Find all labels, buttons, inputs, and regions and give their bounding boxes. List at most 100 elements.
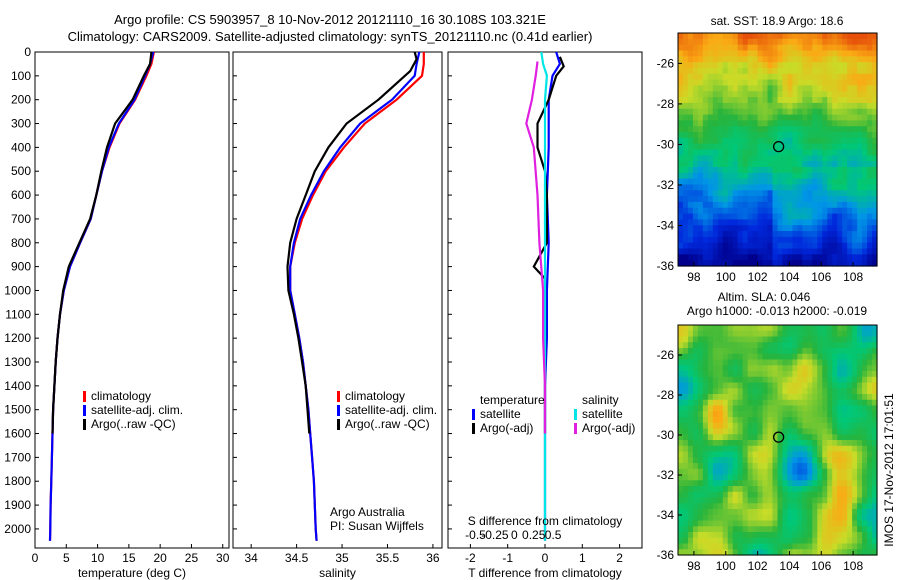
map-cell bbox=[757, 526, 764, 533]
map-cell bbox=[737, 231, 744, 238]
map-cell bbox=[797, 382, 803, 389]
map-cell bbox=[802, 509, 808, 516]
map-cell bbox=[812, 149, 818, 156]
map-cell bbox=[802, 497, 808, 504]
map-cell bbox=[717, 330, 724, 338]
map-cell bbox=[832, 457, 838, 464]
map-cell bbox=[807, 213, 813, 220]
map-cell bbox=[772, 85, 779, 92]
map-cell bbox=[827, 336, 833, 343]
map-cell bbox=[822, 236, 828, 244]
map-cell bbox=[722, 219, 729, 226]
map-cell bbox=[847, 97, 853, 104]
map-cell bbox=[702, 137, 709, 145]
map-cell bbox=[757, 543, 764, 550]
map-cell bbox=[837, 254, 843, 261]
map-cell bbox=[722, 102, 729, 110]
map-cell bbox=[742, 254, 749, 261]
map-cell bbox=[682, 207, 689, 215]
map-cell bbox=[862, 236, 868, 244]
map-cell bbox=[797, 50, 803, 57]
map-cell bbox=[827, 365, 833, 372]
map-cell bbox=[707, 201, 714, 209]
map-cell bbox=[712, 474, 719, 481]
map-cell bbox=[682, 451, 689, 458]
map-cell bbox=[797, 480, 803, 487]
map-cell bbox=[722, 38, 729, 46]
map-cell bbox=[807, 336, 813, 343]
map-cell bbox=[822, 155, 828, 162]
map-cell bbox=[797, 371, 803, 378]
map-cell bbox=[727, 353, 734, 361]
map-cell bbox=[707, 213, 714, 220]
map-cell bbox=[812, 44, 818, 52]
map-cell bbox=[817, 474, 823, 481]
map-cell bbox=[762, 451, 769, 458]
map-cell bbox=[742, 348, 749, 355]
map-cell bbox=[702, 190, 709, 197]
map-cell bbox=[692, 201, 699, 209]
map-cell bbox=[777, 330, 784, 338]
map-cell bbox=[752, 394, 759, 401]
map-cell bbox=[817, 91, 823, 98]
map-cell bbox=[792, 353, 798, 361]
map-cell bbox=[732, 38, 739, 46]
map-cell bbox=[742, 440, 749, 447]
map-cell bbox=[767, 50, 774, 57]
map-cell bbox=[782, 132, 789, 139]
map-cell bbox=[842, 184, 848, 191]
map-cell bbox=[827, 388, 833, 395]
map-cell bbox=[747, 102, 754, 110]
map-cell bbox=[767, 102, 774, 110]
map-cell bbox=[812, 330, 818, 338]
map-cell bbox=[767, 474, 774, 481]
map-cell bbox=[787, 67, 794, 75]
map-cell bbox=[757, 434, 764, 441]
map-cell bbox=[827, 242, 833, 250]
map-cell bbox=[857, 509, 863, 516]
map-cell bbox=[707, 196, 714, 203]
map-cell bbox=[797, 486, 803, 493]
map-cell bbox=[717, 91, 724, 98]
map-cell bbox=[777, 225, 784, 232]
map-cell bbox=[782, 468, 789, 476]
map-cell bbox=[847, 242, 853, 250]
map-cell bbox=[707, 359, 714, 366]
map-cell bbox=[782, 91, 789, 98]
map-cell bbox=[837, 178, 843, 186]
map-cell bbox=[777, 486, 784, 493]
map-cell bbox=[772, 503, 779, 510]
map-cell bbox=[812, 236, 818, 244]
map-cell bbox=[797, 56, 803, 63]
map-cell bbox=[827, 537, 833, 545]
map-cell bbox=[847, 342, 853, 349]
map-cell bbox=[827, 225, 833, 232]
map-cell bbox=[678, 336, 684, 343]
map-cell bbox=[797, 248, 803, 255]
map-cell bbox=[717, 178, 724, 186]
map-cell bbox=[777, 254, 784, 261]
map-cell bbox=[802, 399, 808, 407]
map-cell bbox=[842, 196, 848, 203]
map-cell bbox=[807, 434, 813, 441]
map-cell bbox=[792, 497, 798, 504]
map-cell bbox=[762, 365, 769, 372]
map-cell bbox=[852, 143, 858, 151]
map-cell bbox=[682, 376, 689, 384]
map-cell bbox=[842, 399, 848, 407]
map-cell bbox=[797, 376, 803, 384]
map-cell bbox=[712, 514, 719, 522]
map-cell bbox=[792, 178, 798, 186]
map-cell bbox=[837, 532, 843, 539]
map-cell bbox=[862, 184, 868, 191]
map-cell bbox=[727, 480, 734, 487]
map-cell bbox=[742, 67, 749, 75]
map-cell bbox=[687, 260, 694, 267]
map-cell bbox=[772, 325, 779, 332]
figure-title-line1: Argo profile: CS 5903957_8 10-Nov-2012 2… bbox=[114, 12, 546, 27]
map-cell bbox=[707, 543, 714, 550]
map-cell bbox=[732, 353, 739, 361]
map-cell bbox=[822, 120, 828, 127]
map-cell bbox=[797, 132, 803, 139]
map-cell bbox=[842, 480, 848, 487]
